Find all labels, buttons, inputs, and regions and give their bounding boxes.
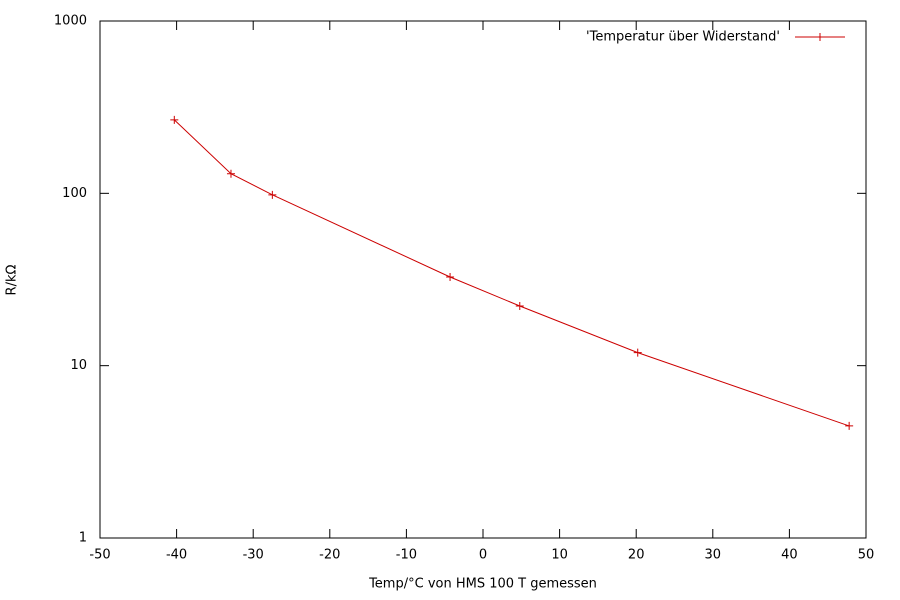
legend-label: 'Temperatur über Widerstand' [586, 30, 780, 45]
point-marker [515, 301, 524, 310]
point-marker [226, 169, 235, 178]
x-tick-label: 40 [781, 548, 798, 563]
series-line [173, 119, 850, 427]
point-marker [446, 272, 455, 281]
point-marker [268, 190, 277, 199]
point-marker [170, 115, 179, 124]
x-tick-label: -20 [319, 548, 340, 563]
x-tick-label: 0 [479, 548, 487, 563]
x-tick-label: 30 [705, 548, 722, 563]
x-tick-label: -50 [89, 548, 110, 563]
y-tick-label: 1000 [54, 14, 87, 29]
plot-frame [99, 20, 867, 539]
legend-marker [816, 33, 824, 41]
x-tick-label: 10 [551, 548, 568, 563]
y-tick-label: 1 [79, 531, 87, 546]
y-tick-label: 10 [70, 358, 87, 373]
point-marker [633, 348, 642, 357]
y-axis-label: R/kΩ [5, 264, 20, 295]
x-tick-label: 20 [628, 548, 645, 563]
x-tick-label: 50 [858, 548, 875, 563]
y-tick-label: 100 [62, 186, 87, 201]
x-tick-label: -40 [166, 548, 187, 563]
x-tick-label: -10 [396, 548, 417, 563]
point-marker [845, 421, 854, 430]
x-tick-label: -30 [243, 548, 264, 563]
x-axis-label: Temp/°C von HMS 100 T gemessen [368, 577, 597, 592]
